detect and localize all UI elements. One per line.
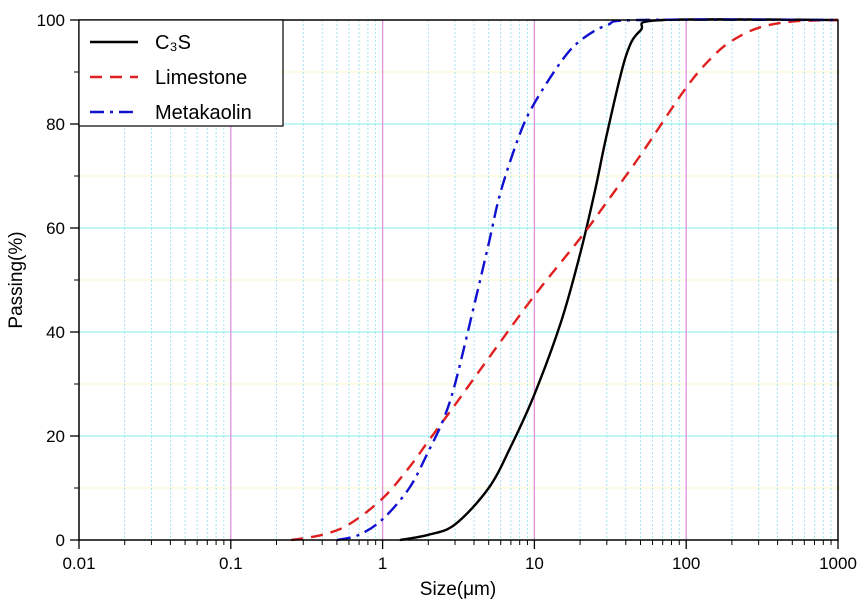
x-tick-label: 1 xyxy=(378,554,387,573)
y-tick-label: 80 xyxy=(46,115,65,134)
legend: C₃S Limestone Metakaolin xyxy=(78,19,284,127)
y-axis-label: Passing(%) xyxy=(6,231,27,328)
axis-ticks: 0.01 0.1 1 10 100 1000 0 20 40 60 80 100 xyxy=(37,11,857,573)
x-tick-label: 10 xyxy=(525,554,544,573)
y-tick-label: 20 xyxy=(46,427,65,446)
series-line-limestone xyxy=(291,18,839,542)
x-tick-label: 100 xyxy=(672,554,700,573)
legend-label: Limestone xyxy=(155,67,247,89)
legend-label: C₃S xyxy=(155,32,191,54)
curves xyxy=(291,18,839,542)
y-tick-label: 0 xyxy=(56,531,65,550)
legend-label: Metakaolin xyxy=(155,102,252,124)
x-axis-label: Size(μm) xyxy=(420,579,496,600)
x-tick-label: 0.01 xyxy=(62,554,95,573)
y-tick-label: 60 xyxy=(46,219,65,238)
x-tick-label: 1000 xyxy=(819,554,857,573)
y-tick-label: 40 xyxy=(46,323,65,342)
y-tick-label: 100 xyxy=(37,11,65,30)
series-line-cs xyxy=(399,18,839,542)
x-tick-label: 0.1 xyxy=(219,554,243,573)
legend-box xyxy=(78,19,284,127)
grid xyxy=(79,20,838,540)
series-line-metakaolin xyxy=(336,18,839,542)
